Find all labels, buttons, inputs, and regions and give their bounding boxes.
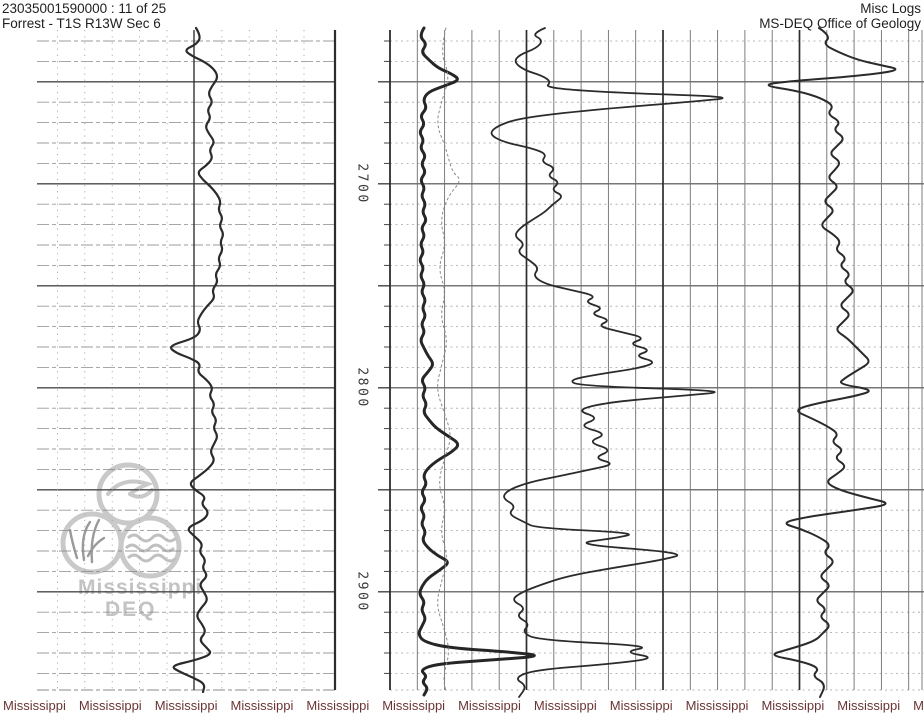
sp-companion-curve — [437, 27, 460, 693]
footer-watermark-word: Mississippi — [230, 698, 294, 713]
depth-label: 2700 — [355, 163, 370, 204]
grass-glyph-icon — [68, 518, 106, 564]
footer-watermark-word: Mississippi — [913, 698, 924, 713]
log-curves-layer — [170, 26, 897, 698]
footer-watermark-word: Mississippi — [533, 698, 597, 713]
footer-watermark-word: Mississippi — [685, 698, 749, 713]
footer-watermark-word: Mississippi — [761, 698, 825, 713]
footer-watermark-word: Mississippi — [3, 698, 66, 713]
sp-curve-bold — [417, 26, 536, 697]
middle-track-curve — [490, 27, 724, 698]
footer-watermark-word: Mississippi — [306, 698, 370, 713]
left-track-curve — [170, 26, 224, 694]
header-right-block: Misc Logs MS-DEQ Office of Geology — [759, 1, 921, 31]
watermark-mississippi-label: Mississippi — [78, 576, 203, 599]
watermark-deq-label: DEQ — [105, 598, 157, 621]
depth-label: 2900 — [355, 571, 370, 612]
footer-watermark-word: Mississippi — [458, 698, 521, 713]
document-id: 23035001590000 : 11 of 25 — [2, 1, 167, 16]
agency-name: MS-DEQ Office of Geology — [759, 16, 921, 31]
well-location: Forrest - T1S R13W Sec 6 — [2, 16, 161, 31]
footer-watermark-word: Mississippi — [837, 698, 901, 713]
waves-glyph-icon — [124, 533, 178, 563]
right-track-curve — [767, 27, 897, 698]
footer-watermark-word: Mississippi — [154, 698, 218, 713]
footer-watermark-word: Mississippi — [78, 698, 142, 713]
depth-label: 2800 — [355, 367, 370, 408]
header-left-block: 23035001590000 : 11 of 25 Forrest - T1S … — [2, 1, 166, 31]
footer-watermark-word: Mississippi — [382, 698, 446, 713]
depth-labels-layer: 2700 2800 2900 — [355, 163, 370, 612]
log-type: Misc Logs — [860, 1, 921, 16]
log-grid-layer — [37, 30, 924, 691]
footer-watermark-row: Mississippi Mississippi Mississippi Mississ… — [3, 698, 924, 713]
footer-watermark-word: Mississippi — [609, 698, 673, 713]
leaf-glyph-icon — [106, 479, 155, 499]
